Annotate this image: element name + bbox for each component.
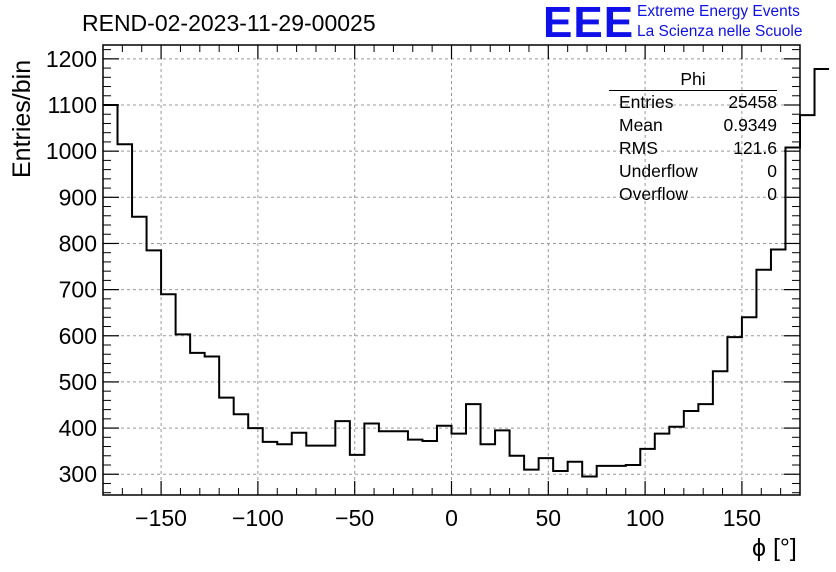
stats-value: 121.6 xyxy=(733,138,777,158)
x-tick-label: 100 xyxy=(626,505,664,531)
x-tick-label: −100 xyxy=(232,505,284,531)
eee-logo: EEE xyxy=(543,0,635,47)
logo-line-2: La Scienza nelle Scuole xyxy=(637,23,803,40)
x-tick-label: 0 xyxy=(445,505,458,531)
y-tick-label: 1100 xyxy=(48,92,97,118)
stats-value: 25458 xyxy=(728,92,777,112)
stats-title: Phi xyxy=(609,68,777,91)
tick-labels: −150 −100 −50 0 50 100 150 300 400 500 600 700 800 90… xyxy=(46,46,761,531)
chart-title: REND-02-2023-11-29-00025 xyxy=(82,10,376,36)
x-tick-label: −50 xyxy=(335,505,374,531)
stats-row-entries: Entries 25458 xyxy=(609,91,777,114)
y-tick-label: 400 xyxy=(59,415,97,441)
x-tick-label: 50 xyxy=(536,505,562,531)
stats-label: RMS xyxy=(619,138,658,158)
y-tick-label: 700 xyxy=(59,277,97,303)
stats-label: Entries xyxy=(619,92,674,112)
y-tick-label: 800 xyxy=(59,230,97,256)
stats-label: Overflow xyxy=(619,184,689,204)
x-tick-label: 150 xyxy=(723,505,761,531)
y-tick-label: 900 xyxy=(59,184,97,210)
x-tick-label: −150 xyxy=(135,505,187,531)
stats-label: Mean xyxy=(619,115,663,135)
axis-ticks xyxy=(102,45,801,495)
y-axis-label: Entries/bin xyxy=(8,59,36,178)
y-tick-label: 500 xyxy=(59,369,97,395)
stats-row-mean: Mean 0.9349 xyxy=(609,114,777,137)
stats-value: 0 xyxy=(767,184,777,204)
y-tick-label: 1000 xyxy=(46,138,97,164)
y-tick-label: 1200 xyxy=(46,46,97,72)
stats-value: 0.9349 xyxy=(723,115,777,135)
plot-frame xyxy=(102,44,801,496)
stats-row-rms: RMS 121.6 xyxy=(609,137,777,160)
stats-box: Phi Entries 25458 Mean 0.9349 RMS 121.6 … xyxy=(609,68,777,206)
histogram-step-line xyxy=(103,68,830,478)
x-axis-label: ϕ [°] xyxy=(752,534,797,562)
logo-line-1: Extreme Energy Events xyxy=(637,3,800,20)
stats-row-overflow: Overflow 0 xyxy=(609,183,777,206)
stats-value: 0 xyxy=(767,161,777,181)
y-tick-label: 600 xyxy=(59,323,97,349)
stats-label: Underflow xyxy=(619,161,698,181)
y-tick-label: 300 xyxy=(59,461,97,487)
stats-row-underflow: Underflow 0 xyxy=(609,160,777,183)
